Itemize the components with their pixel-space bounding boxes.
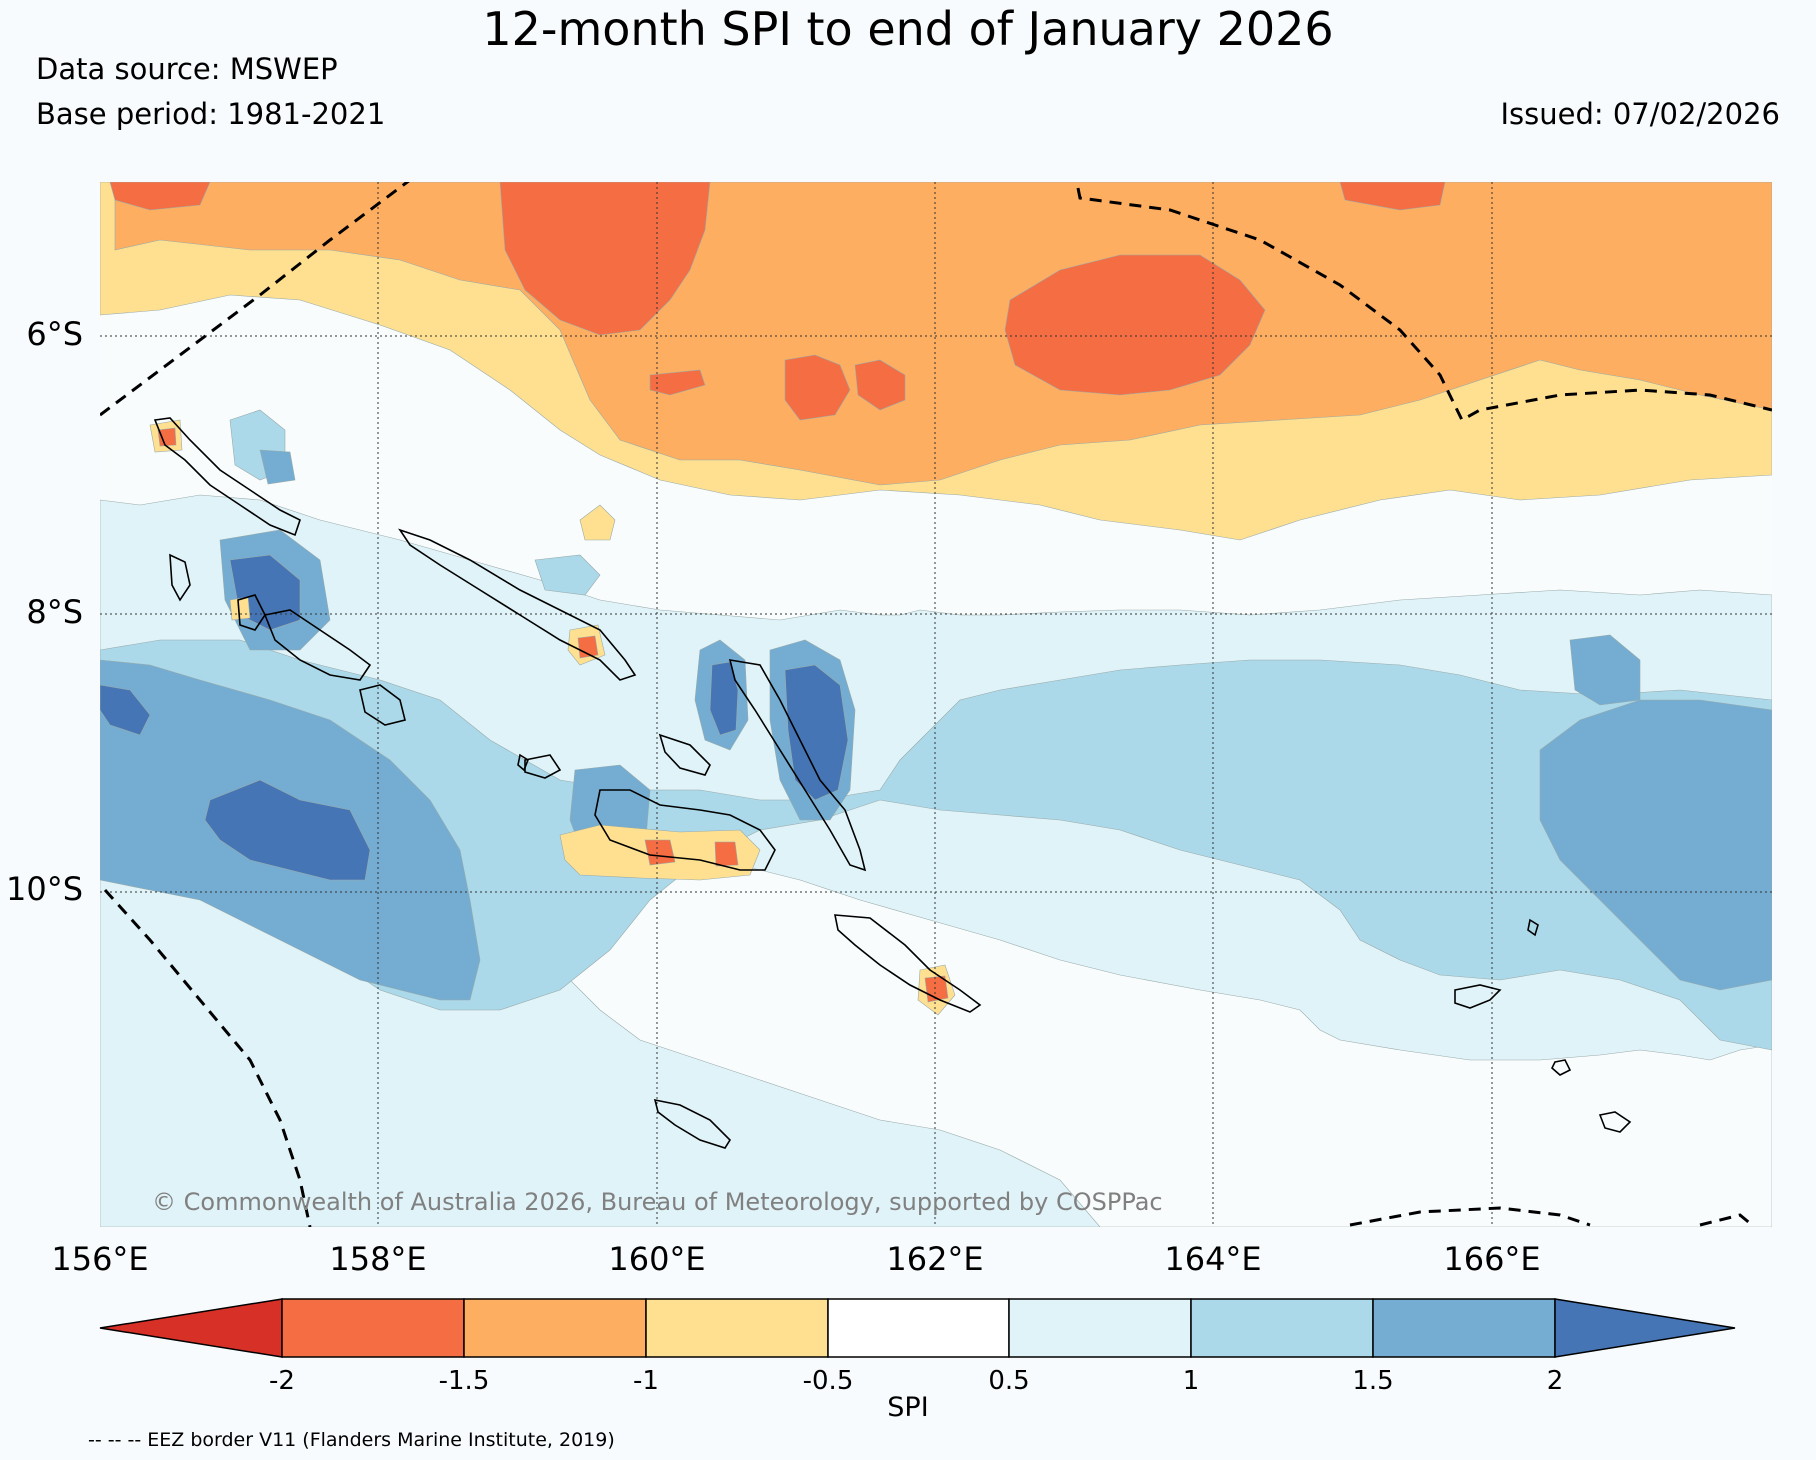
eez-legend-text: -- -- -- EEZ border V11 (Flanders Marine…	[88, 1429, 615, 1451]
colorbar-bin-1	[281, 1298, 465, 1358]
coastlines	[153, 417, 1632, 1149]
dry-hotspot-5	[577, 635, 599, 659]
colorbar-bin-6	[1190, 1298, 1374, 1358]
colorbar-tick: -1	[633, 1366, 659, 1396]
lat-label-6s: 6°S	[26, 315, 83, 353]
lon-label-166e: 166°E	[1443, 1240, 1540, 1278]
wet-region-2p0	[204, 779, 371, 881]
eez-borders	[100, 182, 1772, 1227]
dry-region-red-1	[499, 182, 711, 336]
wet-region-2p0-e	[100, 684, 151, 736]
lon-label-164e: 164°E	[1164, 1240, 1261, 1278]
dry-hotspot-3	[714, 841, 739, 867]
wet-region-2p0-c	[784, 664, 849, 801]
dry-region-red-2	[1004, 254, 1266, 396]
lon-label-156e: 156°E	[51, 1240, 148, 1278]
base-period-text: Base period: 1981-2021	[36, 97, 386, 131]
colorbar-tick: 2	[1547, 1366, 1564, 1396]
lon-label-158e: 158°E	[329, 1240, 426, 1278]
colorbar-tick: 1.5	[1352, 1366, 1393, 1396]
colorbar-bin-7	[1372, 1298, 1556, 1358]
wet-spot-2	[534, 554, 601, 596]
wet-region-1p5-ne	[1569, 634, 1641, 706]
colorbar-extend-low	[99, 1298, 283, 1358]
colorbar-bin-5	[1008, 1298, 1192, 1358]
colorbar: -2 -1.5 -1 -0.5 0.5 1 1.5 2	[99, 1298, 1736, 1396]
colorbar-tick: -1.5	[439, 1366, 490, 1396]
colorbar-extend-high	[1554, 1298, 1736, 1358]
colorbar-tick: -2	[269, 1366, 295, 1396]
copyright-text: © Commonwealth of Australia 2026, Bureau…	[152, 1188, 1163, 1216]
lon-label-160e: 160°E	[608, 1240, 705, 1278]
dry-hotspot-2	[644, 839, 676, 866]
colorbar-label: SPI	[887, 1392, 929, 1423]
dry-region-red-3	[784, 354, 851, 421]
colorbar-bin-2	[463, 1298, 647, 1358]
colorbar-tick: 0.5	[988, 1366, 1029, 1396]
colorbar-bin-3	[645, 1298, 829, 1358]
issued-date-text: Issued: 07/02/2026	[1500, 97, 1780, 131]
map-title: 12-month SPI to end of January 2026	[482, 2, 1334, 56]
lon-label-162e: 162°E	[886, 1240, 983, 1278]
colorbar-tick: 1	[1183, 1366, 1200, 1396]
dry-region-red-7	[1339, 182, 1446, 211]
dry-region-red-6	[109, 182, 211, 211]
colorbar-tick: -0.5	[803, 1366, 854, 1396]
lat-label-8s: 8°S	[26, 593, 83, 631]
wet-region-1p5-east	[1539, 699, 1772, 991]
dry-hotspot-10	[157, 427, 177, 447]
colorbar-bin-4	[827, 1298, 1010, 1358]
wet-region-1p0	[100, 639, 1772, 1051]
graticule	[100, 182, 1772, 1227]
dry-region-red-5	[649, 369, 706, 396]
dry-spot-yellow	[579, 504, 616, 541]
wet-spot-3	[259, 449, 296, 485]
dry-region-red-4	[854, 359, 906, 411]
lat-label-10s: 10°S	[6, 870, 83, 908]
normal-region-south	[549, 849, 1772, 1227]
data-source-text: Data source: MSWEP	[36, 52, 338, 86]
